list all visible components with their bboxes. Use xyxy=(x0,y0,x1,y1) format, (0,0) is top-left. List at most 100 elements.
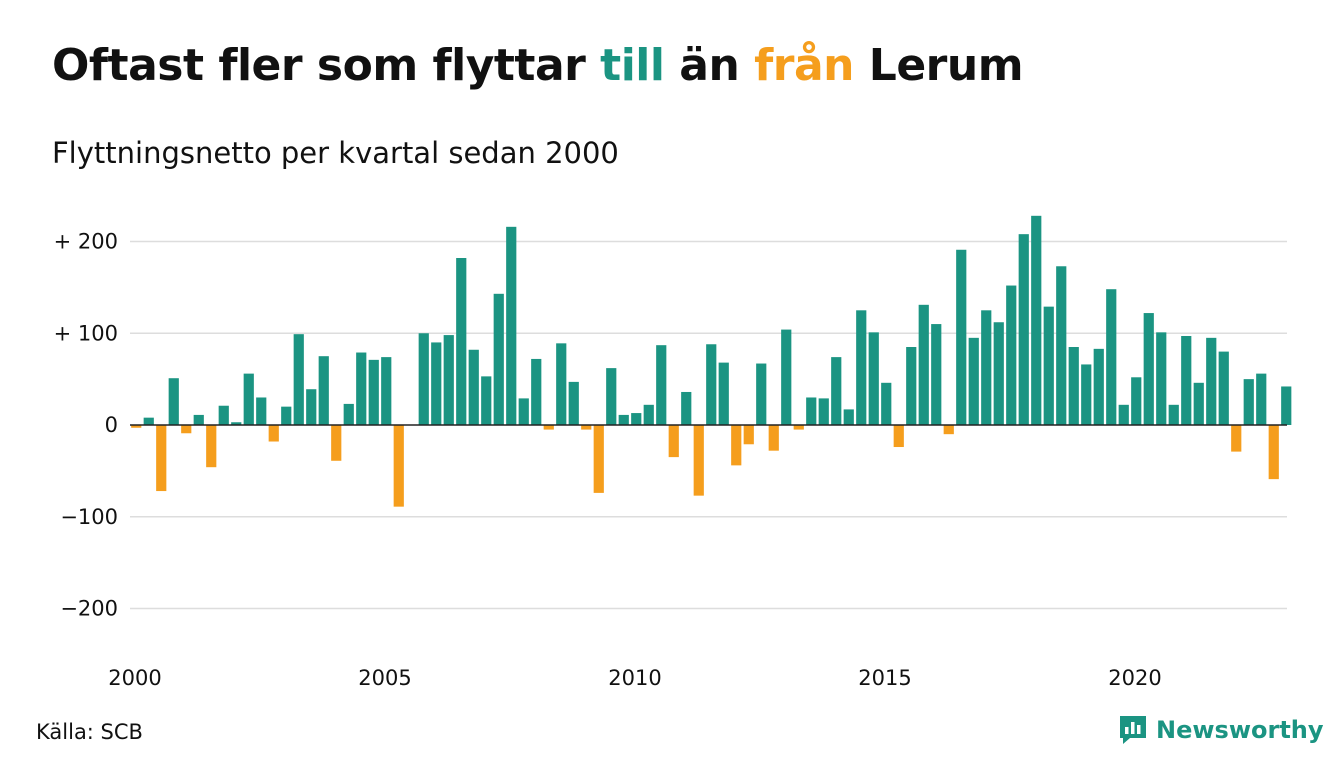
bar xyxy=(906,347,917,425)
bar xyxy=(1243,379,1254,426)
bar-chart: + 200 + 100 0 −100 −200 2000 2005 2010 2015 2020 xyxy=(54,215,1292,691)
bar xyxy=(1168,404,1179,425)
bar xyxy=(881,382,892,425)
bar xyxy=(518,398,529,425)
bar xyxy=(1056,266,1067,425)
bar xyxy=(668,425,679,458)
x-tick-label: 2010 xyxy=(608,666,661,690)
bar xyxy=(581,425,592,430)
bar xyxy=(1256,373,1267,425)
bar xyxy=(356,352,367,425)
bar xyxy=(656,345,667,425)
grid-lines xyxy=(130,240,1287,610)
bar xyxy=(593,425,604,493)
bar xyxy=(468,349,479,425)
bar xyxy=(531,358,542,425)
y-tick-label: −200 xyxy=(60,597,118,621)
bar xyxy=(1193,382,1204,425)
bar xyxy=(781,329,792,425)
bar xyxy=(981,310,992,425)
brand-logo: Newsworthy xyxy=(1118,714,1324,746)
x-tick-label: 2015 xyxy=(858,666,911,690)
bar xyxy=(631,413,642,425)
bar xyxy=(1106,289,1117,425)
x-tick-label: 2020 xyxy=(1108,666,1161,690)
bar xyxy=(943,425,954,435)
bar xyxy=(793,425,804,430)
y-tick-label: + 200 xyxy=(54,230,118,254)
bar xyxy=(618,414,629,425)
bar-chart-speech-bubble-icon xyxy=(1120,716,1146,744)
bar xyxy=(543,425,554,430)
bar xyxy=(868,332,879,425)
bar xyxy=(1281,386,1292,425)
bar xyxy=(456,258,467,425)
bar xyxy=(206,425,217,468)
bar xyxy=(731,425,742,466)
bar xyxy=(256,397,267,425)
bar xyxy=(806,397,817,425)
bar xyxy=(1231,425,1242,452)
title-part-1: Oftast fler som flyttar xyxy=(52,40,601,91)
bar xyxy=(1081,364,1092,425)
bar xyxy=(1181,336,1192,425)
bar xyxy=(393,425,404,507)
bar xyxy=(1143,313,1154,425)
bar xyxy=(1156,332,1167,425)
bar xyxy=(993,322,1004,425)
bar xyxy=(218,405,229,425)
bar xyxy=(956,249,967,425)
bar xyxy=(343,403,354,425)
bar xyxy=(318,356,329,425)
bar xyxy=(1093,348,1104,425)
bar xyxy=(231,422,242,425)
title-part-5: Lerum xyxy=(853,40,1024,91)
bar xyxy=(293,334,304,425)
bar xyxy=(493,293,504,425)
bar xyxy=(1068,347,1079,425)
bar xyxy=(693,425,704,496)
bar xyxy=(1043,306,1054,425)
axis-labels: + 200 + 100 0 −100 −200 2000 2005 2010 2015 2020 xyxy=(54,230,1162,691)
title-highlight-till: till xyxy=(600,40,665,91)
bar xyxy=(643,404,654,425)
bar xyxy=(193,414,204,425)
bar xyxy=(431,342,442,426)
bar xyxy=(418,333,429,425)
bar xyxy=(1018,234,1029,425)
bars xyxy=(131,215,1292,507)
y-tick-label: + 100 xyxy=(54,321,118,345)
bar xyxy=(1131,377,1142,425)
bar xyxy=(281,406,292,425)
bar xyxy=(1031,215,1042,425)
bar xyxy=(606,368,617,425)
y-tick-label: −100 xyxy=(60,505,118,529)
x-tick-label: 2000 xyxy=(108,666,161,690)
bar xyxy=(743,425,754,445)
bar xyxy=(856,310,867,425)
bar xyxy=(893,425,904,448)
bar xyxy=(168,378,179,425)
bar xyxy=(556,343,567,425)
x-tick-label: 2005 xyxy=(358,666,411,690)
source-note: Källa: SCB xyxy=(36,720,143,744)
bar xyxy=(181,425,192,434)
bar xyxy=(1206,337,1217,425)
bar xyxy=(1218,351,1229,425)
chart-title: Oftast fler som flyttar till än från Ler… xyxy=(52,40,1024,91)
bar xyxy=(1006,285,1017,425)
bar xyxy=(381,357,392,425)
bar xyxy=(143,417,154,425)
bar xyxy=(1118,404,1129,425)
y-tick-label: 0 xyxy=(105,413,118,437)
bar xyxy=(918,304,929,425)
bar xyxy=(443,335,454,425)
bar xyxy=(831,357,842,425)
bar xyxy=(768,425,779,451)
bar xyxy=(718,362,729,425)
bar xyxy=(506,226,517,425)
bar xyxy=(706,344,717,425)
brand-name: Newsworthy xyxy=(1156,716,1324,744)
bar xyxy=(306,389,317,425)
bar xyxy=(968,337,979,425)
